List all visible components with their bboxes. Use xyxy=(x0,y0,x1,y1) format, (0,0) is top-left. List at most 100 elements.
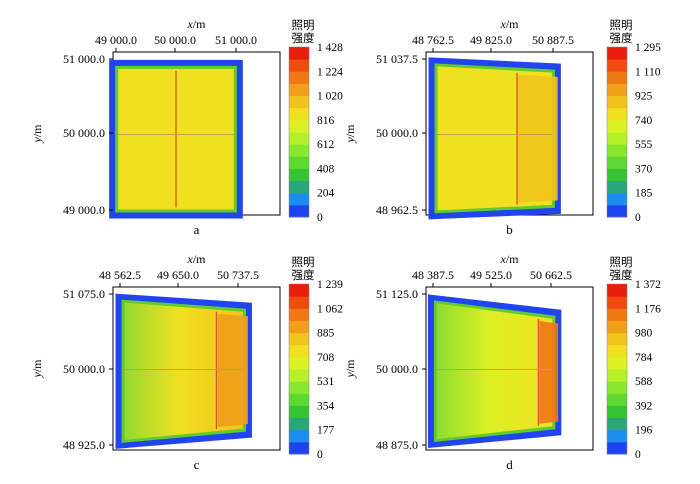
colorbar-swatch xyxy=(289,308,309,321)
y-axis-label: y/m xyxy=(30,124,44,144)
colorbar-swatch xyxy=(607,47,627,60)
colorbar-tick-label: 177 xyxy=(317,425,335,437)
colorbar-tick-label: 196 xyxy=(635,425,653,437)
colorbar-tick-label: 708 xyxy=(317,352,335,364)
x-axis-label: x/m xyxy=(500,17,520,31)
colorbar-title: 强度 xyxy=(610,31,633,45)
colorbar-tick-label: 740 xyxy=(635,115,653,127)
colorbar-swatch xyxy=(289,180,309,194)
colorbar-tick-label: 885 xyxy=(317,328,335,340)
colorbar-swatch xyxy=(289,369,309,382)
colorbar-frame xyxy=(606,283,628,455)
panel-label: a xyxy=(194,222,200,237)
colorbar-tick-label: 0 xyxy=(635,212,641,224)
y-tick-label: 48 925.0 xyxy=(63,438,105,452)
colorbar-swatch xyxy=(607,107,627,121)
colorbar-swatch xyxy=(289,119,309,133)
colorbar-swatch xyxy=(289,320,309,334)
colorbar-tick-label: 0 xyxy=(317,449,323,461)
colorbar-swatch xyxy=(289,47,309,60)
y-axis-label: y/m xyxy=(343,124,357,144)
colorbar-swatch xyxy=(289,296,309,309)
colorbar-tick-label: 354 xyxy=(317,400,335,412)
bright-band xyxy=(517,74,558,203)
colorbar-swatch xyxy=(289,344,309,358)
colorbar-swatch xyxy=(289,405,309,419)
colorbar-frame xyxy=(288,283,310,455)
colorbar-title: 照明 xyxy=(292,256,315,269)
colorbar-swatch xyxy=(289,144,309,157)
colorbar-title: 照明 xyxy=(610,19,633,32)
colorbar-swatch xyxy=(289,156,309,169)
colorbar-tick-label: 531 xyxy=(317,376,335,388)
colorbar-swatch xyxy=(607,95,627,109)
colorbar-swatch xyxy=(607,308,627,321)
colorbar-swatch xyxy=(607,144,627,157)
y-tick-label: 48 875.0 xyxy=(376,438,418,452)
illumination-field xyxy=(436,303,553,440)
colorbar-tick-label: 1 224 xyxy=(317,66,343,78)
colorbar-swatch xyxy=(289,429,309,443)
y-tick-label: 51 037.5 xyxy=(376,52,418,66)
colorbar-tick-label: 0 xyxy=(635,449,641,461)
colorbar-swatch xyxy=(289,381,309,394)
colorbar-swatch xyxy=(289,168,309,182)
x-tick-label: 50 662.5 xyxy=(530,268,572,282)
colorbar-frame xyxy=(288,46,310,218)
colorbar-tick-label: 1 110 xyxy=(635,66,661,78)
colorbar-tick-label: 925 xyxy=(635,91,653,103)
colorbar-tick-label: 588 xyxy=(635,376,653,388)
colorbar-tick-label: 1 372 xyxy=(635,279,661,291)
illumination-field xyxy=(124,302,243,440)
colorbar-swatch xyxy=(289,83,309,97)
y-axis-label: y/m xyxy=(343,359,357,379)
colorbar-swatch xyxy=(607,83,627,97)
colorbar-title: 强度 xyxy=(292,268,315,282)
colorbar-swatch xyxy=(607,381,627,394)
colorbar-tick-label: 980 xyxy=(635,328,653,340)
y-tick-label: 51 000.0 xyxy=(63,52,105,66)
colorbar-tick-label: 204 xyxy=(317,188,335,200)
colorbar-tick-label: 816 xyxy=(317,115,335,127)
colorbar-swatch xyxy=(607,369,627,382)
panel-a: 49 000.0 50 000.0 51 000.0 51 000.0 50 000.0… xyxy=(30,17,343,237)
colorbar-title: 照明 xyxy=(292,19,315,32)
x-tick-label: 48 387.5 xyxy=(412,268,454,282)
colorbar-swatch xyxy=(289,441,309,455)
y-tick-label: 50 000.0 xyxy=(63,362,105,376)
y-tick-label: 51 125.0 xyxy=(376,287,418,301)
colorbar-tick-label: 408 xyxy=(317,163,335,175)
panel-b: 48 762.5 49 825.0 50 887.5 51 037.5 50 000.0… xyxy=(343,17,661,237)
y-tick-label: 50 000.0 xyxy=(63,126,105,140)
colorbar-tick-label: 1 295 xyxy=(635,42,661,54)
y-tick-label: 51 075.0 xyxy=(63,287,105,301)
colorbar-title: 照明 xyxy=(610,256,633,269)
colorbar-swatch xyxy=(289,356,309,370)
panel-label: b xyxy=(506,222,513,237)
panel-label: d xyxy=(506,457,513,472)
colorbar-swatch xyxy=(607,71,627,84)
colorbar-tick-label: 0 xyxy=(317,212,323,224)
colorbar-tick-label: 612 xyxy=(317,139,335,151)
bright-band xyxy=(539,321,559,424)
x-tick-label: 51 000.0 xyxy=(215,33,257,47)
colorbar-swatch xyxy=(607,204,627,218)
y-tick-label: 49 000.0 xyxy=(63,203,105,217)
colorbar-swatch xyxy=(607,417,627,431)
y-tick-label: 50 000.0 xyxy=(376,126,418,140)
colorbar-swatch xyxy=(607,405,627,419)
colorbar-swatch xyxy=(289,59,309,72)
colorbar-swatch xyxy=(289,204,309,218)
colorbar-tick-label: 784 xyxy=(635,352,653,364)
colorbar-tick-label: 1 428 xyxy=(317,42,343,54)
colorbar-swatch xyxy=(289,393,309,406)
colorbar-swatch xyxy=(607,132,627,145)
colorbar-swatch xyxy=(607,192,627,206)
colorbar-tick-label: 185 xyxy=(635,188,653,200)
colorbar-swatch xyxy=(607,180,627,194)
colorbar-swatch xyxy=(607,441,627,455)
colorbar-tick-label: 555 xyxy=(635,139,653,151)
x-tick-label: 49 650.0 xyxy=(157,268,199,282)
x-tick-label: 48 762.5 xyxy=(412,33,454,47)
x-tick-label: 49 525.0 xyxy=(470,268,512,282)
